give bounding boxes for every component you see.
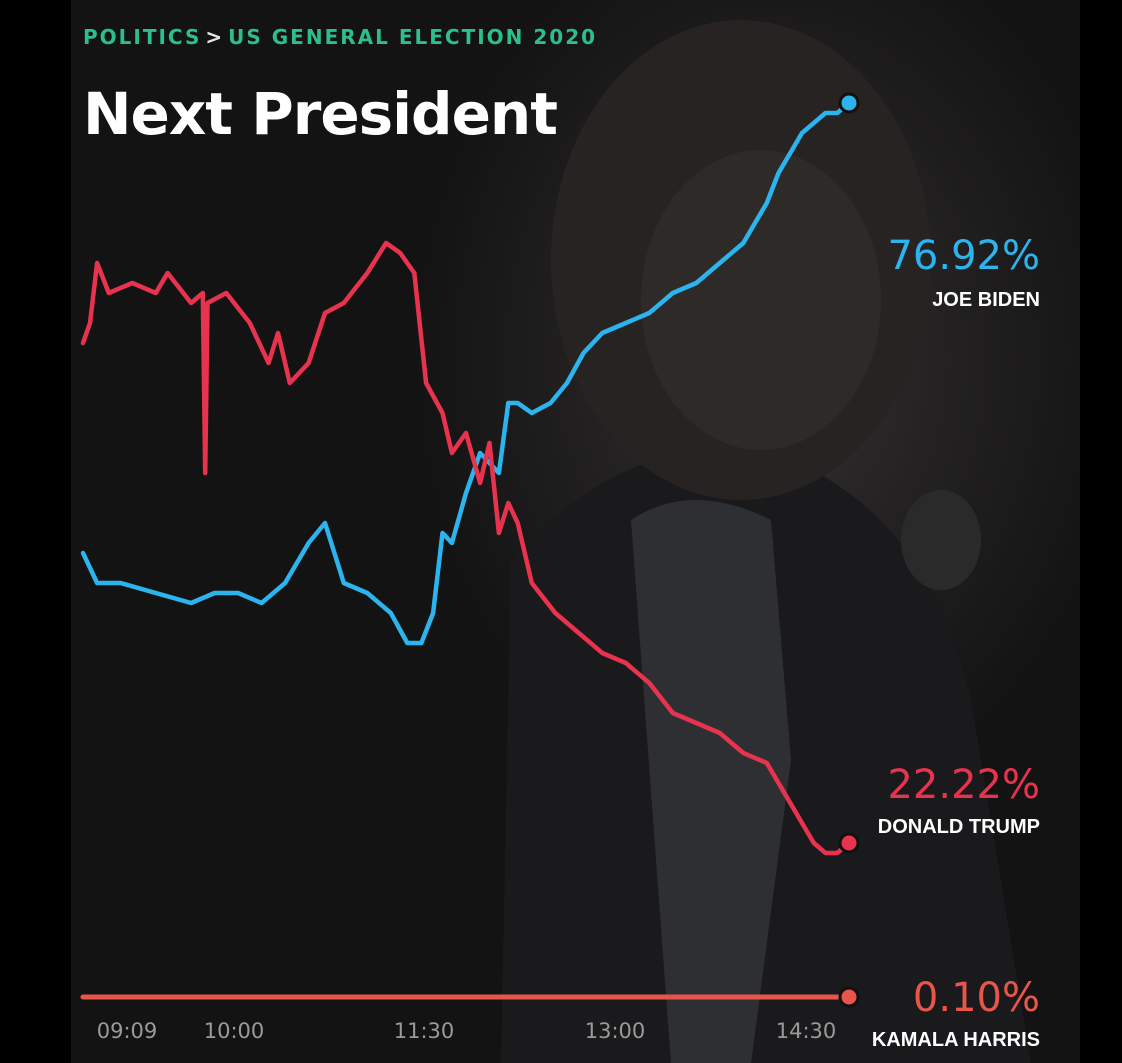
trump-percentage: 22.22% <box>887 762 1040 808</box>
biden-percentage: 76.92% <box>887 233 1040 279</box>
x-tick-label: 14:30 <box>775 1019 837 1043</box>
trump-name-label: DONALD TRUMP <box>877 816 1040 838</box>
harris-percentage: 0.10% <box>912 975 1040 1021</box>
breadcrumb-election-link[interactable]: US GENERAL ELECTION 2020 <box>228 25 598 49</box>
trump-series-line <box>80 240 852 856</box>
line-chart <box>80 92 860 1008</box>
biden-name-label: JOE BIDEN <box>932 289 1040 311</box>
biden-endpoint-marker <box>838 92 860 114</box>
breadcrumb-politics-link[interactable]: POLITICS <box>83 25 202 49</box>
breadcrumb: POLITICS > US GENERAL ELECTION 2020 <box>83 25 597 49</box>
x-tick-label: 10:00 <box>203 1019 265 1043</box>
x-tick-label: 09:09 <box>96 1019 158 1043</box>
biden-series-line <box>80 100 852 646</box>
harris-endpoint-marker <box>838 986 860 1008</box>
chart-card: POLITICS > US GENERAL ELECTION 2020 Next P… <box>71 0 1080 1063</box>
chevron-right-icon: > <box>205 25 223 49</box>
harris-name-label: KAMALA HARRIS <box>871 1029 1040 1051</box>
x-tick-label: 13:00 <box>584 1019 646 1043</box>
page-title: Next President <box>83 80 558 148</box>
background-photo <box>501 20 1031 1063</box>
x-tick-label: 11:30 <box>393 1019 455 1043</box>
trump-endpoint-marker <box>838 832 860 854</box>
